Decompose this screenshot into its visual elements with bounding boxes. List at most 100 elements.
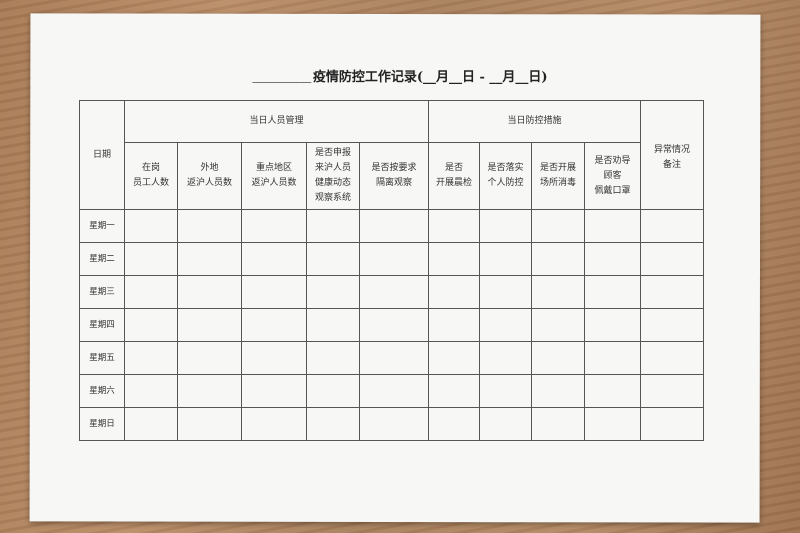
empty-cell[interactable] — [177, 209, 242, 243]
empty-cell[interactable] — [241, 374, 307, 408]
empty-cell[interactable] — [640, 374, 704, 408]
empty-cell[interactable] — [428, 374, 480, 408]
record-table: 日期 当日人员管理 当日防控措施 异常情况 备注 在岗 员工人数 外地 返沪人员数… — [79, 100, 704, 441]
empty-cell[interactable] — [359, 242, 429, 276]
empty-cell[interactable] — [640, 242, 704, 276]
empty-cell[interactable] — [241, 341, 307, 375]
column-header: 是否申报 来沪人员 健康动态 观察系统 — [306, 142, 360, 210]
personnel-group-header: 当日人员管理 — [124, 100, 429, 143]
empty-cell[interactable] — [640, 308, 704, 342]
column-header: 是否落实 个人防控 — [479, 142, 532, 210]
empty-cell[interactable] — [241, 407, 307, 441]
empty-cell[interactable] — [531, 209, 585, 243]
empty-cell[interactable] — [241, 308, 307, 342]
empty-cell[interactable] — [479, 209, 532, 243]
table-row: 星期四 — [79, 308, 704, 342]
page-title: ________ 疫情防控工作记录(__月__日 - __月__日) — [0, 66, 800, 85]
empty-cell[interactable] — [531, 242, 585, 276]
empty-cell[interactable] — [177, 308, 242, 342]
empty-cell[interactable] — [428, 407, 480, 441]
empty-cell[interactable] — [531, 275, 585, 309]
column-header: 外地 返沪人员数 — [177, 142, 242, 210]
empty-cell[interactable] — [531, 341, 585, 375]
empty-cell[interactable] — [584, 374, 641, 408]
day-label: 星期二 — [79, 242, 125, 276]
title-text: 疫情防控工作记录(__月__日 - __月__日) — [312, 70, 548, 85]
empty-cell[interactable] — [359, 341, 429, 375]
empty-cell[interactable] — [640, 407, 704, 441]
empty-cell[interactable] — [306, 242, 360, 276]
empty-cell[interactable] — [531, 407, 585, 441]
empty-cell[interactable] — [359, 374, 429, 408]
empty-cell[interactable] — [306, 341, 360, 375]
column-header: 是否劝导 顾客 佩戴口罩 — [584, 142, 641, 210]
day-label: 星期日 — [79, 407, 125, 441]
empty-cell[interactable] — [241, 275, 307, 309]
empty-cell[interactable] — [241, 242, 307, 276]
column-header: 在岗 员工人数 — [124, 142, 178, 210]
empty-cell[interactable] — [124, 209, 178, 243]
empty-cell[interactable] — [428, 242, 480, 276]
empty-cell[interactable] — [428, 209, 480, 243]
empty-cell[interactable] — [479, 275, 532, 309]
empty-cell[interactable] — [479, 242, 532, 276]
empty-cell[interactable] — [177, 242, 242, 276]
day-label: 星期一 — [79, 209, 125, 243]
empty-cell[interactable] — [584, 308, 641, 342]
table-row: 星期一 — [79, 209, 704, 243]
empty-cell[interactable] — [306, 407, 360, 441]
empty-cell[interactable] — [584, 242, 641, 276]
empty-cell[interactable] — [306, 209, 360, 243]
empty-cell[interactable] — [531, 374, 585, 408]
empty-cell[interactable] — [124, 341, 178, 375]
empty-cell[interactable] — [124, 374, 178, 408]
day-label: 星期三 — [79, 275, 125, 309]
empty-cell[interactable] — [584, 341, 641, 375]
table-row: 星期五 — [79, 341, 704, 375]
empty-cell[interactable] — [479, 308, 532, 342]
empty-cell[interactable] — [428, 275, 480, 309]
empty-cell[interactable] — [359, 209, 429, 243]
empty-cell[interactable] — [124, 407, 178, 441]
empty-cell[interactable] — [306, 275, 360, 309]
empty-cell[interactable] — [640, 341, 704, 375]
day-label: 星期六 — [79, 374, 125, 408]
empty-cell[interactable] — [584, 275, 641, 309]
empty-cell[interactable] — [359, 407, 429, 441]
empty-cell[interactable] — [241, 209, 307, 243]
day-label: 星期四 — [79, 308, 125, 342]
empty-cell[interactable] — [177, 407, 242, 441]
empty-cell[interactable] — [177, 374, 242, 408]
table-row: 星期日 — [79, 407, 704, 441]
empty-cell[interactable] — [640, 209, 704, 243]
table-row: 星期三 — [79, 275, 704, 309]
empty-cell[interactable] — [306, 374, 360, 408]
table-row: 星期二 — [79, 242, 704, 276]
empty-cell[interactable] — [359, 308, 429, 342]
empty-cell[interactable] — [177, 341, 242, 375]
table-row: 星期六 — [79, 374, 704, 408]
empty-cell[interactable] — [428, 308, 480, 342]
measures-group-header: 当日防控措施 — [428, 100, 641, 143]
empty-cell[interactable] — [428, 341, 480, 375]
column-header: 重点地区 返沪人员数 — [241, 142, 307, 210]
empty-cell[interactable] — [124, 275, 178, 309]
remarks-header: 异常情况 备注 — [640, 100, 704, 210]
empty-cell[interactable] — [531, 308, 585, 342]
empty-cell[interactable] — [479, 407, 532, 441]
date-header: 日期 — [79, 100, 125, 210]
empty-cell[interactable] — [640, 275, 704, 309]
empty-cell[interactable] — [479, 374, 532, 408]
empty-cell[interactable] — [359, 275, 429, 309]
day-label: 星期五 — [79, 341, 125, 375]
empty-cell[interactable] — [124, 308, 178, 342]
column-header: 是否 开展晨检 — [428, 142, 480, 210]
empty-cell[interactable] — [479, 341, 532, 375]
empty-cell[interactable] — [584, 407, 641, 441]
empty-cell[interactable] — [124, 242, 178, 276]
column-header: 是否开展 场所消毒 — [531, 142, 585, 210]
title-blank-line: ________ — [252, 70, 311, 85]
empty-cell[interactable] — [177, 275, 242, 309]
empty-cell[interactable] — [584, 209, 641, 243]
empty-cell[interactable] — [306, 308, 360, 342]
